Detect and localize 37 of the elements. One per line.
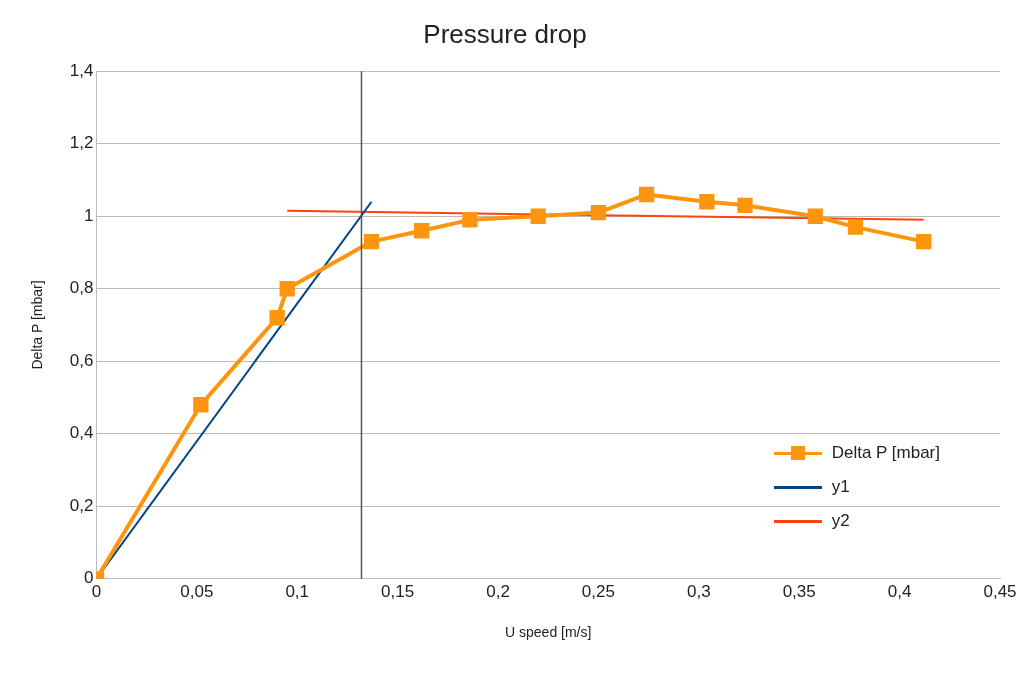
point [590, 204, 607, 221]
y-tick-label: 0,8 [69, 278, 94, 298]
x-tick-label: 0,3 [686, 581, 711, 601]
point [530, 208, 546, 224]
x-tick-label: 0,25 [581, 581, 615, 601]
y-tick-label: 0,6 [69, 350, 94, 370]
x-tick-label: 0,35 [782, 581, 816, 601]
point [414, 223, 430, 239]
x-tick-label: 0,15 [381, 581, 415, 601]
x-tick-label: 0,05 [180, 581, 214, 601]
point [807, 208, 823, 224]
legend-label: y2 [831, 511, 850, 531]
point [847, 219, 864, 235]
point [269, 310, 285, 326]
point [638, 186, 655, 203]
y-tick-label: 0,4 [69, 423, 94, 443]
x-tick-label: 0,2 [486, 581, 510, 601]
point [193, 397, 209, 413]
legend-label: y1 [831, 477, 850, 497]
x-tick-label: 0,4 [887, 581, 912, 601]
point [699, 194, 715, 210]
y-tick-label: 1,4 [69, 60, 94, 80]
y-tick-label: 0,2 [69, 495, 94, 515]
chart-title: Pressure drop [423, 18, 587, 49]
point [916, 233, 932, 250]
x-tick-label: 0,45 [983, 581, 1017, 601]
point [279, 281, 295, 297]
y-tick-label: 1,2 [69, 133, 94, 153]
x-axis-title: U speed [m/s] [505, 624, 592, 641]
legend-label: Delta P [mbar] [831, 443, 940, 463]
point [737, 197, 753, 214]
point [462, 212, 478, 228]
y-tick-label: 0 [83, 568, 94, 588]
point [363, 233, 380, 250]
y-axis-title: Delta P [mbar] [29, 280, 46, 370]
x-tick-label: 0,1 [285, 581, 310, 601]
y-tick-label: 1 [83, 205, 94, 225]
